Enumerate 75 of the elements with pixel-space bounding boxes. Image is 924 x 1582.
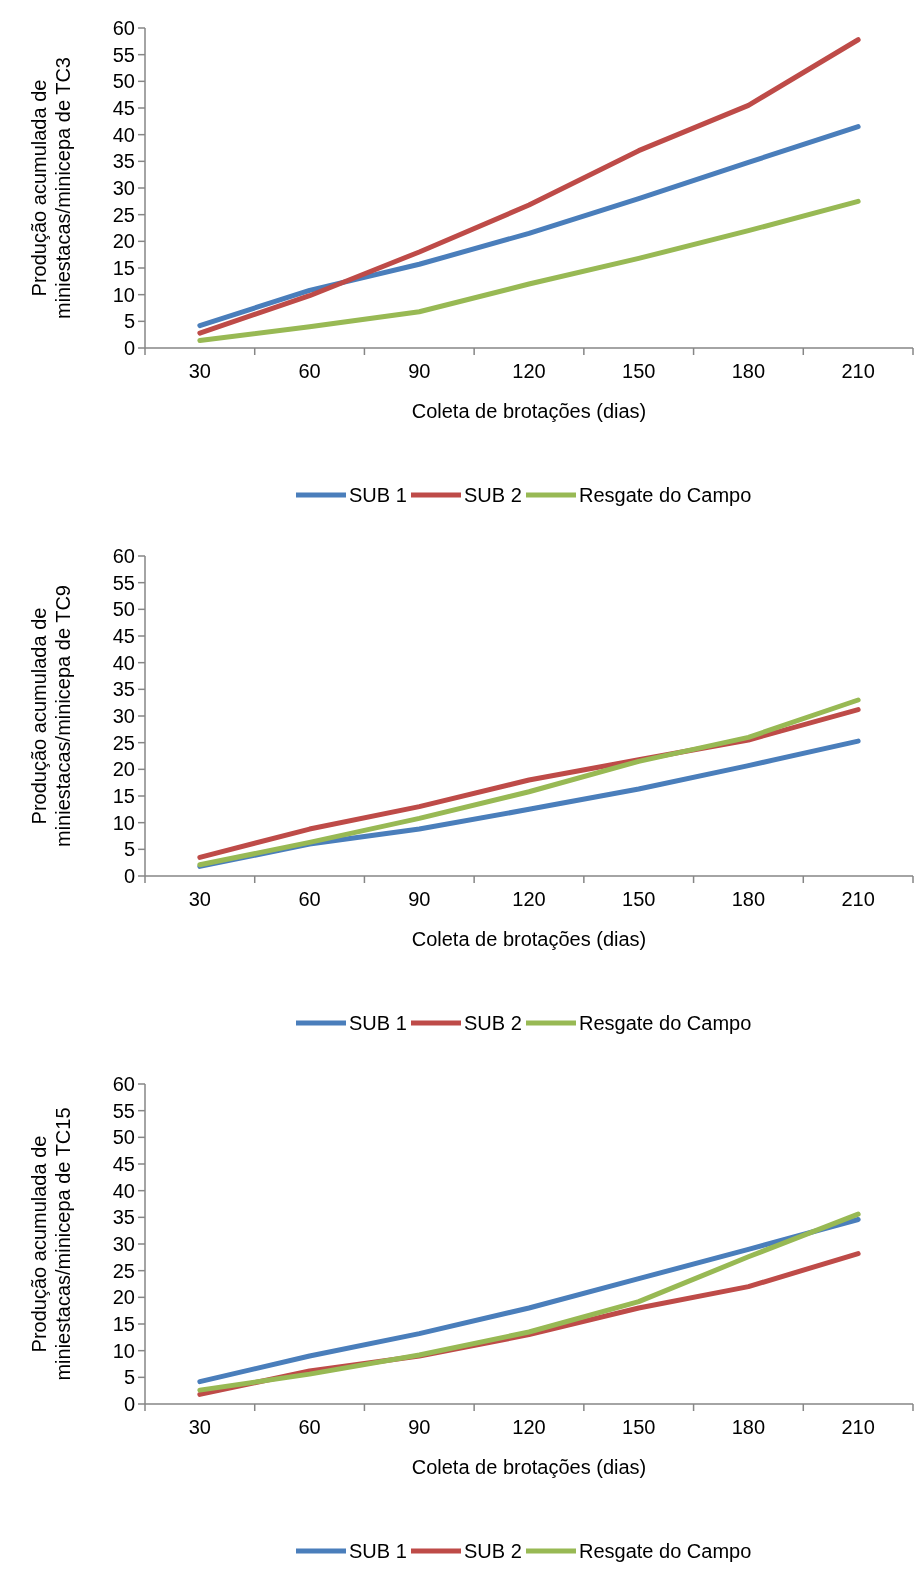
x-tick-label: 150 xyxy=(622,360,656,382)
y-tick-label: 40 xyxy=(112,123,135,146)
y-axis-title: Produção acumulada de miniestacas/minicepa de TC9 xyxy=(28,585,74,847)
legend-label: SUB 2 xyxy=(464,1540,522,1562)
y-axis-title: Produção acumulada de miniestacas/minicepa de TC15 xyxy=(28,1107,74,1381)
y-tick-label: 10 xyxy=(112,1339,135,1362)
legend-label: SUB 2 xyxy=(464,484,522,506)
x-tick-label: 180 xyxy=(731,888,766,910)
y-tick-label: 10 xyxy=(112,283,135,306)
y-tick-label: 0 xyxy=(123,337,135,359)
y-tick-label: 60 xyxy=(112,545,135,567)
x-axis-title: Coleta de brotações (dias) xyxy=(411,1456,647,1478)
y-tick-label: 35 xyxy=(112,1206,135,1229)
y-tick-label: 55 xyxy=(112,1099,135,1122)
x-tick-label: 30 xyxy=(188,360,211,382)
y-tick-label: 0 xyxy=(123,1393,135,1415)
legend-label: Resgate do Campo xyxy=(579,484,752,506)
y-tick-label: 35 xyxy=(112,150,135,173)
y-tick-label: 20 xyxy=(112,1286,135,1309)
x-tick-label: 210 xyxy=(841,1416,875,1438)
x-tick-label: 30 xyxy=(188,888,211,910)
y-tick-label: 10 xyxy=(112,811,135,834)
x-tick-label: 30 xyxy=(188,1416,211,1438)
x-tick-label: 180 xyxy=(731,1416,766,1438)
x-tick-label: 60 xyxy=(298,1416,321,1438)
y-tick-label: 0 xyxy=(123,865,135,887)
x-tick-label: 210 xyxy=(841,360,875,382)
y-tick-label: 25 xyxy=(112,203,135,226)
x-axis-title: Coleta de brotações (dias) xyxy=(411,400,647,422)
y-tick-label: 45 xyxy=(112,97,135,119)
legend-label: SUB 1 xyxy=(349,1012,407,1034)
legend-label: SUB 2 xyxy=(464,1012,522,1034)
y-tick-label: 50 xyxy=(112,598,135,621)
y-tick-label: 15 xyxy=(112,1313,135,1335)
x-tick-label: 120 xyxy=(512,1416,546,1438)
y-tick-label: 60 xyxy=(112,17,135,39)
x-tick-label: 150 xyxy=(622,888,656,910)
y-tick-label: 45 xyxy=(112,625,135,647)
y-tick-label: 30 xyxy=(112,705,135,727)
y-tick-label: 55 xyxy=(112,43,135,66)
y-tick-label: 25 xyxy=(112,1259,135,1282)
x-tick-label: 180 xyxy=(731,360,766,382)
legend-label: Resgate do Campo xyxy=(579,1540,752,1562)
y-tick-label: 15 xyxy=(112,785,135,807)
y-tick-label: 40 xyxy=(112,1179,135,1202)
x-tick-label: 60 xyxy=(298,888,321,910)
x-tick-label: 210 xyxy=(841,888,875,910)
x-tick-label: 120 xyxy=(512,888,546,910)
x-tick-label: 90 xyxy=(408,360,431,382)
y-tick-label: 55 xyxy=(112,571,135,594)
y-tick-label: 35 xyxy=(112,678,135,701)
x-axis-title: Coleta de brotações (dias) xyxy=(411,928,647,950)
y-tick-label: 30 xyxy=(112,177,135,199)
y-tick-label: 5 xyxy=(123,310,135,333)
y-tick-label: 40 xyxy=(112,651,135,674)
y-tick-label: 50 xyxy=(112,1126,135,1149)
x-tick-label: 150 xyxy=(622,1416,656,1438)
y-tick-label: 60 xyxy=(112,1073,135,1095)
legend-label: Resgate do Campo xyxy=(579,1012,752,1034)
y-tick-label: 5 xyxy=(123,838,135,861)
x-tick-label: 90 xyxy=(408,888,431,910)
y-tick-label: 15 xyxy=(112,257,135,279)
y-tick-label: 30 xyxy=(112,1233,135,1255)
y-tick-label: 50 xyxy=(112,70,135,93)
y-tick-label: 45 xyxy=(112,1153,135,1175)
y-tick-label: 20 xyxy=(112,758,135,781)
legend-label: SUB 1 xyxy=(349,1540,407,1562)
x-tick-label: 60 xyxy=(298,360,321,382)
x-tick-label: 90 xyxy=(408,1416,431,1438)
x-tick-label: 120 xyxy=(512,360,546,382)
y-tick-label: 20 xyxy=(112,230,135,253)
y-axis-title: Produção acumulada de miniestacas/minicepa de TC3 xyxy=(28,57,74,319)
y-tick-label: 25 xyxy=(112,731,135,754)
legend-label: SUB 1 xyxy=(349,484,407,506)
y-tick-label: 5 xyxy=(123,1366,135,1389)
